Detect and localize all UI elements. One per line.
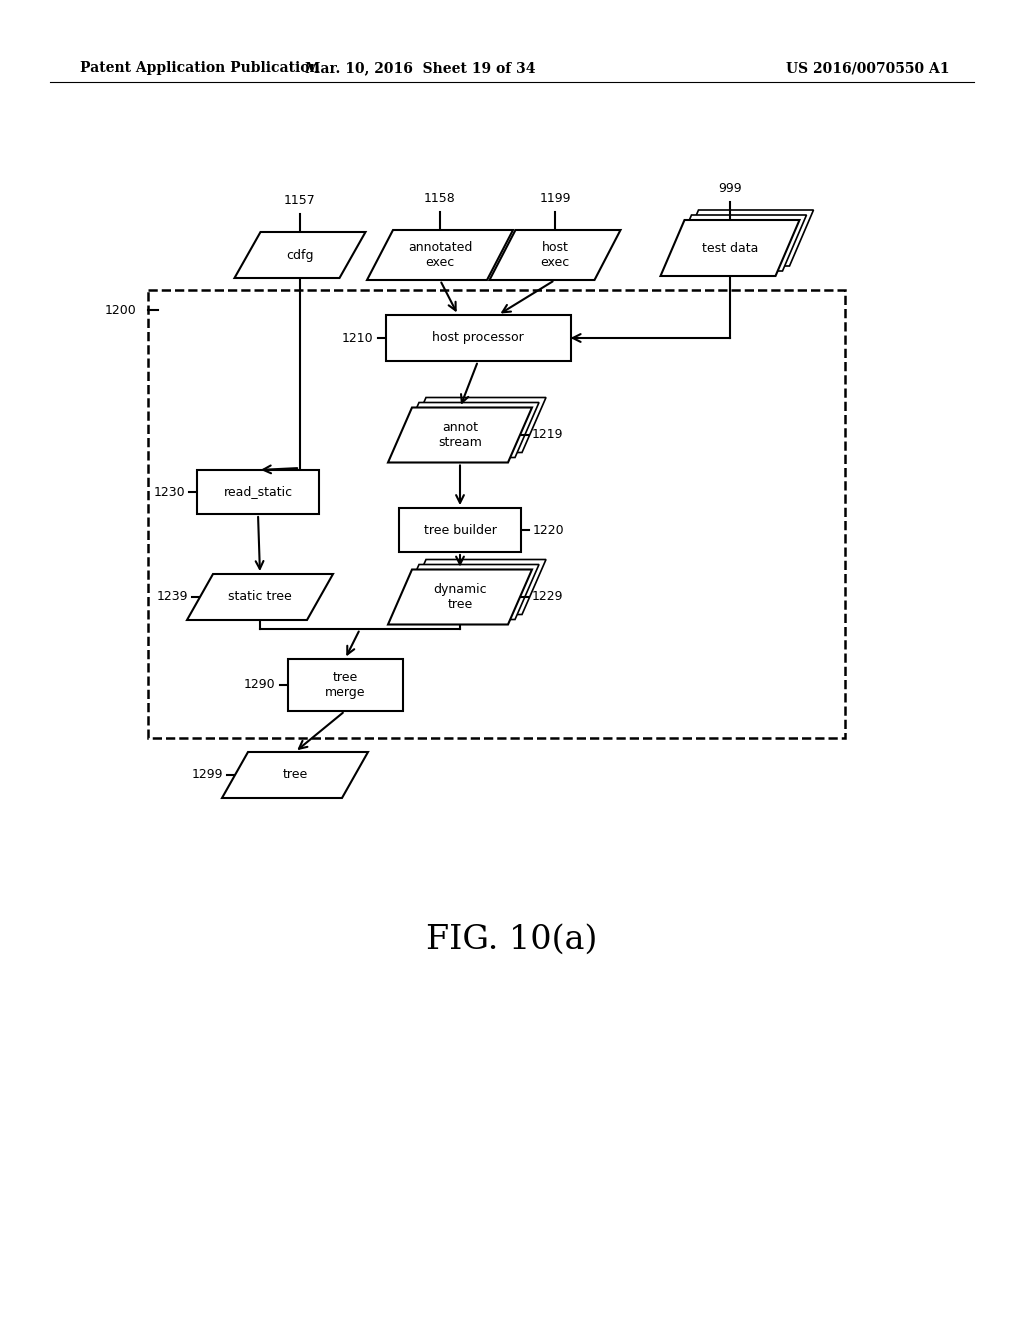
- Text: host processor: host processor: [432, 331, 524, 345]
- Polygon shape: [367, 230, 513, 280]
- Text: cdfg: cdfg: [287, 248, 313, 261]
- Text: static tree: static tree: [228, 590, 292, 603]
- Text: host
exec: host exec: [541, 242, 569, 269]
- Text: 1157: 1157: [284, 194, 315, 207]
- Text: test data: test data: [701, 242, 758, 255]
- Polygon shape: [675, 210, 813, 267]
- Text: 1220: 1220: [534, 524, 564, 536]
- Text: 1210: 1210: [342, 331, 374, 345]
- Polygon shape: [660, 220, 800, 276]
- Polygon shape: [187, 574, 333, 620]
- Text: tree
merge: tree merge: [325, 671, 366, 700]
- Polygon shape: [395, 403, 539, 458]
- Text: 1219: 1219: [532, 429, 563, 441]
- Text: tree builder: tree builder: [424, 524, 497, 536]
- Text: annot
stream: annot stream: [438, 421, 482, 449]
- Text: 999: 999: [718, 182, 741, 195]
- Polygon shape: [402, 397, 546, 453]
- Text: dynamic
tree: dynamic tree: [433, 583, 486, 611]
- Text: 1229: 1229: [532, 590, 563, 603]
- Polygon shape: [395, 565, 539, 619]
- Bar: [148, 290, 845, 738]
- Text: Mar. 10, 2016  Sheet 19 of 34: Mar. 10, 2016 Sheet 19 of 34: [305, 61, 536, 75]
- Polygon shape: [402, 560, 546, 615]
- Text: 1290: 1290: [244, 678, 275, 692]
- Text: read_static: read_static: [223, 486, 293, 499]
- Text: 1200: 1200: [104, 304, 136, 317]
- Bar: [288, 659, 402, 711]
- Text: 1199: 1199: [540, 191, 570, 205]
- Bar: [399, 508, 521, 552]
- Text: 1299: 1299: [191, 768, 223, 781]
- Polygon shape: [668, 215, 807, 271]
- Bar: [385, 315, 570, 360]
- Polygon shape: [388, 569, 532, 624]
- Text: US 2016/0070550 A1: US 2016/0070550 A1: [786, 61, 950, 75]
- Polygon shape: [489, 230, 621, 280]
- Text: annotated
exec: annotated exec: [408, 242, 472, 269]
- Text: 1239: 1239: [157, 590, 188, 603]
- Bar: [197, 470, 319, 513]
- Polygon shape: [222, 752, 368, 799]
- Text: FIG. 10(a): FIG. 10(a): [426, 924, 598, 956]
- Text: tree: tree: [283, 768, 307, 781]
- Polygon shape: [388, 408, 532, 462]
- Text: Patent Application Publication: Patent Application Publication: [80, 61, 319, 75]
- Text: 1158: 1158: [424, 191, 456, 205]
- Text: 1230: 1230: [154, 486, 185, 499]
- Polygon shape: [234, 232, 366, 279]
